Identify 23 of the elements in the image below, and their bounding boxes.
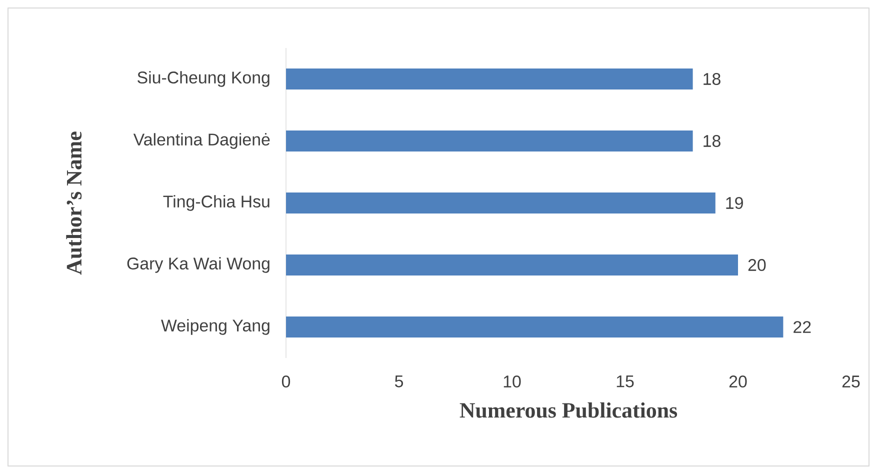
- data-label: 18: [704, 72, 720, 85]
- y-tick-label: Siu-Cheung Kong: [138, 71, 270, 87]
- x-tick-label: 15: [616, 376, 634, 388]
- bar: [286, 192, 716, 214]
- x-tick-label: 0: [282, 376, 290, 388]
- data-label: 18: [704, 134, 720, 147]
- x-tick-label: 25: [842, 376, 860, 388]
- y-tick-label: Ting-Chia Hsu: [163, 195, 270, 211]
- x-tick-label: 5: [394, 376, 403, 388]
- y-axis-title: Author’s Name: [66, 132, 82, 275]
- y-tick-label: Gary Ka Wai Wong: [127, 257, 270, 273]
- data-label: 19: [726, 196, 743, 209]
- bar: [286, 130, 693, 152]
- x-tick-label: 10: [504, 376, 521, 388]
- data-label: 20: [748, 258, 766, 271]
- y-tick-label: Valentina Dagienė: [133, 133, 270, 149]
- bar: [286, 316, 784, 338]
- x-tick-label: 20: [729, 376, 747, 388]
- x-axis-title: Numerous Publications: [460, 402, 678, 418]
- bar: [286, 254, 738, 276]
- y-tick-label: Weipeng Yang: [161, 319, 270, 335]
- data-label: 22: [794, 321, 811, 333]
- bar: [286, 68, 693, 90]
